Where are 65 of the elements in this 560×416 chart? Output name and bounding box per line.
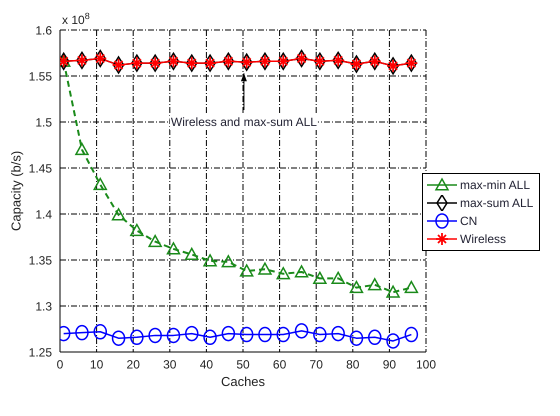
point: [75, 142, 89, 156]
point: [185, 248, 199, 260]
x-tick-label: 30: [163, 358, 177, 372]
text: x 10$^{8}$: [62, 11, 90, 27]
point: [404, 326, 418, 342]
y-tick-label: 1.55: [28, 69, 52, 84]
point: [203, 254, 217, 266]
point: [258, 326, 272, 342]
y-tick-label: 1.35: [28, 253, 52, 268]
point: [294, 323, 308, 339]
point: [331, 272, 345, 284]
point: [222, 326, 236, 342]
legend-label: CN: [460, 214, 478, 228]
point: [313, 326, 327, 342]
x-tick-label: 40: [200, 358, 214, 372]
point: [240, 326, 254, 342]
annotation: Wireless and max-sum ALL: [170, 115, 318, 129]
point: [75, 324, 89, 340]
point: [222, 255, 236, 268]
point: [240, 264, 254, 277]
y-tick-label: 1.45: [28, 161, 52, 176]
x-axis-title: Caches: [220, 374, 266, 389]
point: [276, 267, 290, 280]
point: [166, 242, 180, 255]
point: [313, 272, 327, 284]
y-axis-title: Capacity (b/s): [8, 150, 24, 231]
x-tick-label: 0: [56, 358, 64, 372]
point: [185, 326, 199, 342]
point: [404, 280, 418, 294]
point: [166, 328, 180, 344]
x-tick-label: 70: [310, 358, 324, 372]
point: [350, 330, 364, 346]
y-tick-label: 1.25: [28, 345, 52, 360]
y-tick-label: 1.3: [35, 299, 52, 314]
point: [258, 262, 272, 275]
point: [130, 224, 144, 236]
point: [94, 324, 108, 340]
x-tick-label: 50: [236, 358, 250, 372]
point: [386, 285, 400, 298]
point: [130, 330, 144, 346]
legend-label: max-min ALL: [460, 178, 530, 192]
point: [94, 178, 108, 190]
point: [350, 280, 364, 294]
point: [368, 330, 382, 346]
point: [112, 330, 126, 346]
y-tick-label: 1.5: [35, 115, 52, 130]
y-tick-label: 1.6: [35, 23, 52, 38]
x-tick-label: 90: [382, 358, 396, 372]
x-tick-label: 60: [272, 358, 287, 372]
x-tick-label: 80: [346, 358, 360, 372]
point: [331, 326, 345, 342]
point: [368, 278, 382, 290]
point: [203, 330, 217, 346]
point: [112, 208, 126, 220]
point: [148, 328, 162, 344]
y-tick-label: 1.4: [35, 207, 52, 222]
point: [294, 265, 308, 278]
legend-label: Wireless: [460, 232, 506, 246]
point: [276, 326, 290, 342]
x-tick-label: 10: [90, 358, 104, 372]
legend-label: max-sum ALL: [460, 196, 534, 210]
point: [148, 234, 162, 248]
point: [386, 333, 400, 349]
x-tick-label: 20: [126, 358, 140, 372]
x-tick-label: 100: [416, 358, 436, 372]
